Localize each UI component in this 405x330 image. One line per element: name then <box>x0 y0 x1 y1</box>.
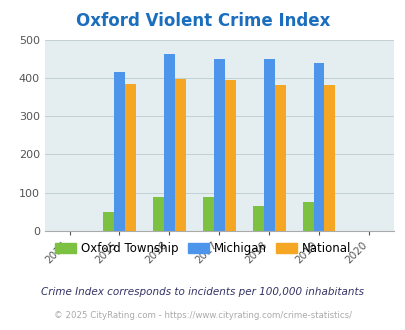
Bar <box>324 85 335 231</box>
Bar <box>224 80 235 231</box>
Bar <box>252 206 263 231</box>
Bar <box>274 85 285 231</box>
Bar <box>263 59 274 231</box>
Bar <box>202 197 213 231</box>
Legend: Oxford Township, Michigan, National: Oxford Township, Michigan, National <box>50 237 355 260</box>
Bar <box>153 197 164 231</box>
Bar <box>114 72 125 231</box>
Bar <box>302 202 313 231</box>
Bar <box>313 63 324 231</box>
Bar <box>213 59 224 231</box>
Bar <box>125 83 136 231</box>
Text: Oxford Violent Crime Index: Oxford Violent Crime Index <box>76 13 329 30</box>
Bar <box>103 212 114 231</box>
Bar <box>164 54 175 231</box>
Text: © 2025 CityRating.com - https://www.cityrating.com/crime-statistics/: © 2025 CityRating.com - https://www.city… <box>54 311 351 320</box>
Bar <box>175 79 185 231</box>
Text: Crime Index corresponds to incidents per 100,000 inhabitants: Crime Index corresponds to incidents per… <box>41 287 364 297</box>
